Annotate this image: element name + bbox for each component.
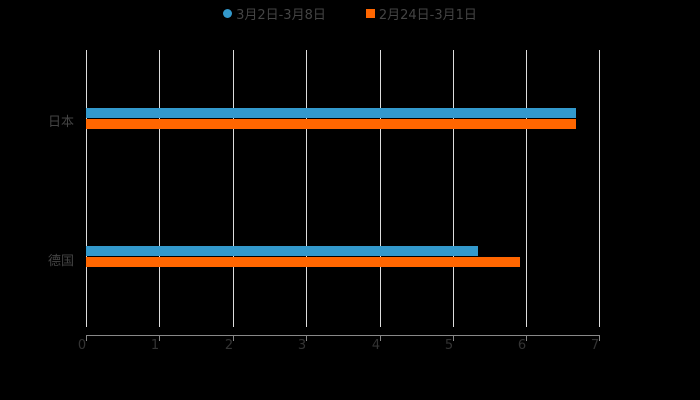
legend-label: 3月2日-3月8日: [236, 8, 326, 23]
legend-item-series-0[interactable]: 3月2日-3月8日: [223, 4, 326, 23]
tick-label: 1: [150, 338, 160, 353]
bar-japan-series-0[interactable]: [86, 108, 576, 118]
gridline: [453, 50, 454, 327]
tick-label: 3: [297, 338, 307, 353]
category-label: 日本: [48, 115, 75, 130]
gridline: [233, 50, 234, 327]
tick-label: 6: [517, 338, 527, 353]
tick: [233, 335, 234, 341]
gridline: [306, 50, 307, 327]
gridline: [599, 50, 600, 327]
gridline: [526, 50, 527, 327]
tick-label: 7: [590, 338, 600, 353]
tick: [453, 335, 454, 341]
tick: [306, 335, 307, 341]
tick: [380, 335, 381, 341]
legend-label: 2月24日-3月1日: [378, 8, 477, 23]
tick: [526, 335, 527, 341]
tick: [159, 335, 160, 341]
tick: [86, 335, 87, 341]
square-marker-icon: [365, 9, 375, 18]
bar-germany-series-1[interactable]: [86, 257, 520, 267]
category-label: 德国: [48, 254, 75, 269]
bar-japan-series-1[interactable]: [86, 119, 576, 129]
legend-item-series-1[interactable]: 2月24日-3月1日: [365, 4, 477, 23]
gridline: [380, 50, 381, 327]
tick-label: 0: [77, 338, 87, 353]
bar-germany-series-0[interactable]: [86, 246, 478, 256]
legend: 3月2日-3月8日 2月24日-3月1日: [0, 4, 700, 23]
tick-label: 2: [224, 338, 234, 353]
gridline: [86, 50, 87, 327]
gridline: [159, 50, 160, 327]
circle-marker-icon: [223, 9, 233, 18]
plot-area: [86, 50, 600, 327]
x-axis: [86, 335, 600, 336]
tick-label: 5: [444, 338, 454, 353]
tick-label: 4: [371, 338, 381, 353]
tick: [599, 335, 600, 341]
